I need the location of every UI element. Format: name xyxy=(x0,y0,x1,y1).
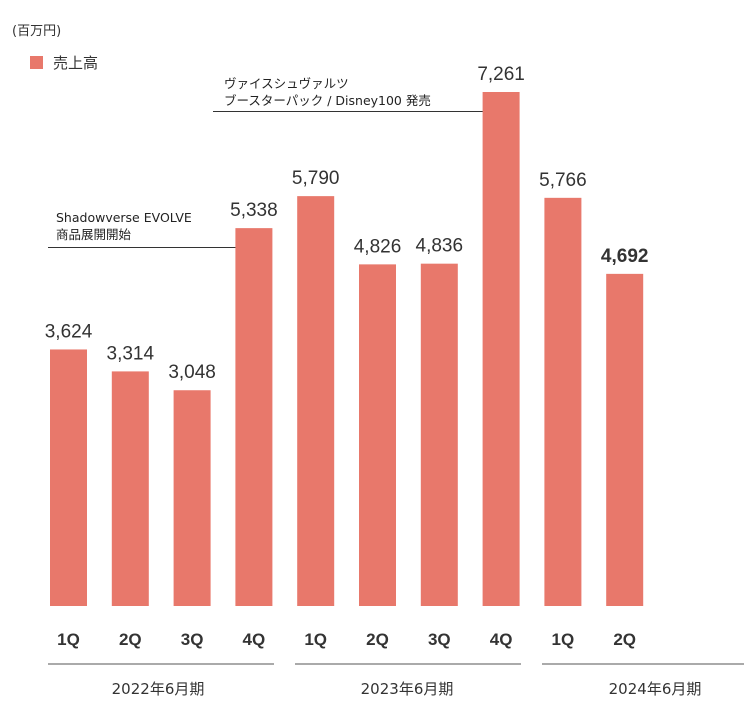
value-label-5: 5,790 xyxy=(292,168,340,189)
legend: 売上高 xyxy=(30,52,98,73)
bar-5 xyxy=(297,196,335,606)
annotation-shadowverse: Shadowverse EVOLVE 商品展開開始 xyxy=(56,209,192,243)
value-label-8: 7,261 xyxy=(477,64,525,85)
group-label-2: 2023年6月期 xyxy=(361,680,454,698)
bar-1 xyxy=(50,349,87,606)
category-label-9: 1Q xyxy=(552,630,575,649)
bar-7 xyxy=(420,263,458,606)
annotation-shadowverse-line2: 商品展開開始 xyxy=(56,227,132,242)
value-label-3: 3,048 xyxy=(168,362,216,383)
value-label-10: 4,692 xyxy=(601,246,649,267)
annotation-weiss-schwarz-leader xyxy=(213,111,503,112)
legend-label: 売上高 xyxy=(53,54,99,72)
category-label-7: 3Q xyxy=(428,630,451,649)
annotation-weiss-schwarz-line1: ヴァイスシュヴァルツ xyxy=(224,76,349,91)
category-label-3: 3Q xyxy=(181,630,204,649)
category-label-4: 4Q xyxy=(243,630,266,649)
unit-label: (百万円) xyxy=(12,24,62,39)
category-label-8: 4Q xyxy=(490,630,513,649)
value-label-1: 3,624 xyxy=(45,321,93,342)
category-label-10: 2Q xyxy=(613,630,636,649)
category-label-2: 2Q xyxy=(119,630,142,649)
category-label-6: 2Q xyxy=(366,630,389,649)
value-label-9: 5,766 xyxy=(539,170,587,191)
bar-6 xyxy=(359,264,396,606)
annotation-shadowverse-line1: Shadowverse EVOLVE xyxy=(56,210,192,225)
legend-swatch xyxy=(30,56,43,69)
value-label-6: 4,826 xyxy=(354,236,402,257)
value-label-4: 5,338 xyxy=(230,200,278,221)
annotation-weiss-schwarz-line2: ブースターパック / Disney100 発売 xyxy=(224,93,431,108)
bar-10 xyxy=(606,273,644,606)
bar-4 xyxy=(235,228,273,606)
bar-8 xyxy=(482,92,520,606)
bar-9 xyxy=(544,197,582,606)
category-label-5: 1Q xyxy=(304,630,327,649)
group-label-3: 2024年6月期 xyxy=(609,680,702,698)
bar-3 xyxy=(173,390,211,606)
group-label-1: 2022年6月期 xyxy=(112,680,205,698)
bar-2 xyxy=(111,371,149,606)
category-label-1: 1Q xyxy=(57,630,80,649)
annotation-weiss-schwarz: ヴァイスシュヴァルツ ブースターパック / Disney100 発売 xyxy=(224,75,431,109)
value-label-7: 4,836 xyxy=(416,236,464,257)
annotation-shadowverse-leader xyxy=(48,247,254,248)
value-label-2: 3,314 xyxy=(107,343,155,364)
